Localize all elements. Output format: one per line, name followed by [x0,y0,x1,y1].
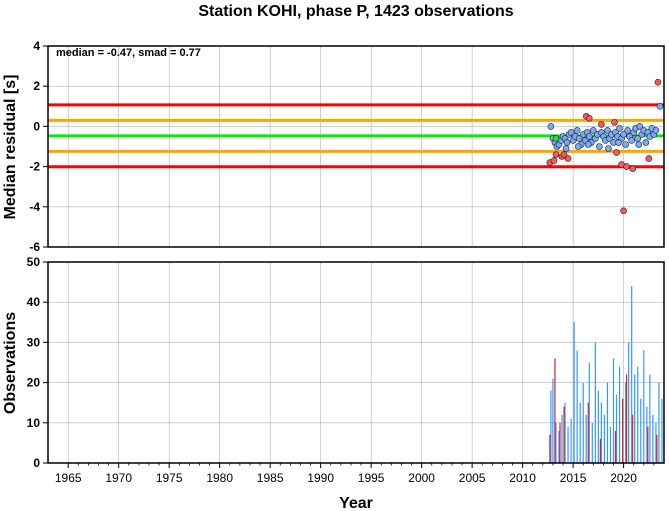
x-tick-label: 1975 [156,471,183,485]
x-tick-label: 1995 [358,471,385,485]
residual-point [590,127,597,134]
residual-point [622,141,629,148]
y-tick-label: -6 [29,240,40,254]
outlier-point [654,78,662,86]
top-panel-y-ticks: 4 2 0 -2 -4 -6 [29,39,48,254]
residual-point [620,131,627,138]
reference-point [552,135,560,142]
y-tick-label: 40 [27,295,41,309]
y-tick-label: 0 [33,119,40,133]
residual-point [574,143,582,150]
outlier-point [629,165,636,172]
y-tick-label: -4 [29,200,40,214]
residual-point [628,137,635,144]
x-tick-label: 1965 [55,471,82,485]
residual-point [584,141,592,148]
outlier-point [564,155,572,162]
y-tick-label: 2 [33,79,40,93]
residual-point [605,145,612,152]
x-tick-label: 1985 [257,471,284,485]
residual-point [635,141,643,148]
x-tick-label: 2020 [610,471,637,485]
y-tick-label: 4 [33,39,40,53]
chart-title: Station KOHI, phase P, 1423 observations [198,3,513,20]
residual-point [567,129,575,136]
outlier-point [552,151,560,158]
residual-point [563,139,571,146]
residual-point [615,139,622,146]
top-panel-grid [48,45,664,248]
outlier-point [613,149,620,156]
outlier-point [645,155,653,162]
outlier-point [560,151,568,158]
x-tick-label: 1980 [206,471,233,485]
residual-point [624,127,631,134]
residual-point [616,125,623,132]
y-tick-label: 50 [27,255,41,269]
residual-point [656,103,664,110]
x-tick-label: 2010 [509,471,536,485]
x-axis-label: Year [339,495,373,511]
x-tick-label: 2015 [560,471,587,485]
y-tick-label: 10 [27,416,41,430]
residual-point [652,127,660,134]
residual-point [547,123,555,130]
outlier-point [623,163,630,170]
x-tick-label: 1990 [307,471,334,485]
outlier-point [620,207,627,215]
residual-point [575,135,583,142]
observation-bars [549,286,663,463]
residual-point [636,123,644,130]
top-y-axis-label: Median residual [s] [2,75,19,220]
bottom-y-axis-label: Observations [2,312,19,414]
residual-point [642,139,650,146]
residual-points [546,78,664,215]
x-tick-label: 2005 [459,471,486,485]
x-tick-label: 2000 [408,471,435,485]
y-tick-label: 20 [27,376,41,390]
outlier-point [598,121,605,128]
residual-point [596,143,603,150]
residual-point [562,145,570,152]
y-tick-label: 30 [27,335,41,349]
bottom-panel-ticks: 1965 1970 1975 1980 1985 1990 1995 2000 2005 2010… [27,255,655,485]
outlier-point [585,115,593,122]
residual-point [573,127,581,134]
top-panel-frame [47,45,665,248]
outlier-point [611,119,618,126]
residual-point [585,133,593,140]
outlier-point [550,157,558,164]
y-tick-label: 0 [33,456,40,470]
y-tick-label: -2 [29,160,40,174]
stats-annotation: median = -0.47, smad = 0.77 [56,47,201,59]
residual-point [604,127,611,134]
bottom-panel-frame [47,261,665,464]
x-tick-label: 1970 [105,471,132,485]
